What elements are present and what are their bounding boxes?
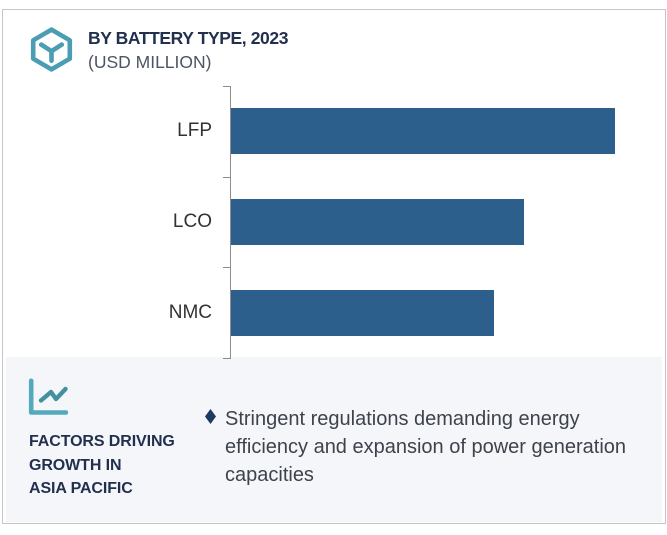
diamond-bullet-icon [205,409,216,424]
bar-label-lfp: LFP [177,120,212,142]
bar-chart: LFP LCO NMC [3,86,663,359]
axis-tick [223,176,231,178]
axis-tick [223,267,231,269]
hexagon-cube-icon [30,27,73,72]
bar-label-nmc: NMC [168,301,212,323]
axis-tick [223,358,231,359]
chart-title: BY BATTERY TYPE, 2023 [88,28,289,48]
bullet-text: Stringent regulations demanding energy e… [225,408,627,486]
chart-subtitle: (USD MILLION) [88,52,212,72]
line-chart-icon [28,378,68,415]
axis-tick [223,86,231,87]
chart-card: BY BATTERY TYPE, 2023 (USD MILLION) LFP L… [2,9,666,524]
factors-panel: FACTORS DRIVING GROWTH IN ASIA PACIFIC S… [6,357,662,522]
y-axis-line [230,86,231,358]
bar-lfp [231,108,615,155]
bar-nmc [231,289,494,336]
bar-lco [231,199,524,245]
bar-label-lco: LCO [172,210,212,232]
panel-heading: FACTORS DRIVING GROWTH IN ASIA PACIFIC [29,433,175,497]
